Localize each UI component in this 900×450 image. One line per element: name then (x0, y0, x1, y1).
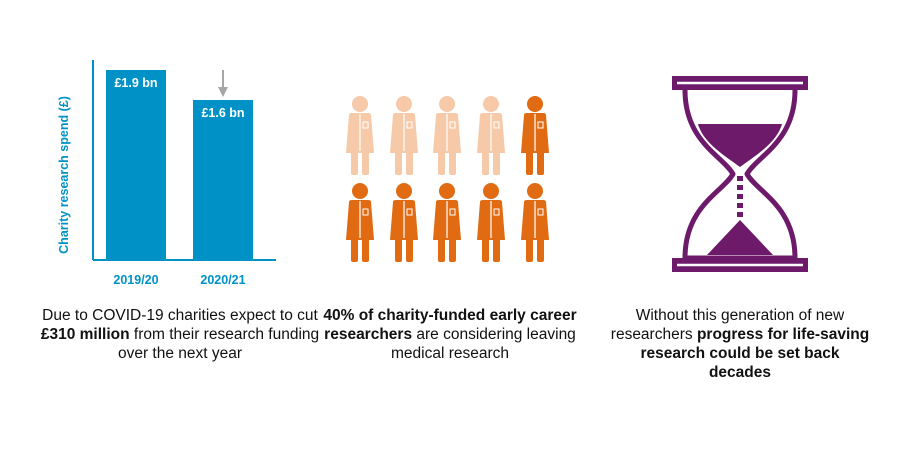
caption-researchers-leaving: 40% of charity-funded early career resea… (318, 306, 582, 363)
person-icon-highlighted (477, 183, 505, 262)
hourglass-bottom-sand (707, 220, 773, 255)
person-icon-faded (390, 96, 418, 175)
caption-funding-cut-amount: £310 million (40, 326, 130, 343)
bar-2019-20 (106, 70, 166, 260)
bar-value-label: £1.6 bn (201, 106, 244, 120)
caption-funding-cut: Due to COVID-19 charities expect to cut … (40, 306, 320, 363)
person-icon-faded (477, 96, 505, 175)
person-icon-highlighted (390, 183, 418, 262)
person-icon-highlighted (346, 183, 374, 262)
y-axis-label: Charity research spend (£) (57, 96, 71, 254)
caption-funding-cut-rest: from their research funding over the nex… (117, 326, 320, 362)
researchers-people-grid (346, 96, 549, 262)
caption-progress-setback: Without this generation of new researche… (610, 306, 870, 382)
caption-researchers-stat: 40% of charity-funded early career resea… (323, 307, 577, 343)
bar-value-label: £1.9 bn (114, 76, 157, 90)
research-spend-bar-chart: Charity research spend (£) £1.9 bn 2019/2… (57, 60, 276, 287)
decrease-arrow-head (218, 87, 228, 97)
person-icon-faded (433, 96, 461, 175)
x-tick-label: 2019/20 (113, 273, 158, 287)
x-tick-label: 2020/21 (200, 273, 245, 287)
caption-progress-bold: progress for life-saving research could … (640, 326, 870, 381)
hourglass-glass (682, 89, 798, 261)
person-icon-highlighted (433, 183, 461, 262)
person-icon-faded (346, 96, 374, 175)
caption-progress-text: Without this generation of new researche… (610, 307, 845, 343)
hourglass-top-sand (698, 124, 782, 167)
caption-funding-cut-text: Due to COVID-19 charities expect to cut (42, 307, 318, 324)
person-icon-highlighted (521, 183, 549, 262)
hourglass-icon (672, 76, 808, 272)
caption-researchers-rest: are considering leaving medical research (390, 326, 576, 362)
person-icon-highlighted (521, 96, 549, 175)
bar-2020-21 (193, 100, 253, 260)
